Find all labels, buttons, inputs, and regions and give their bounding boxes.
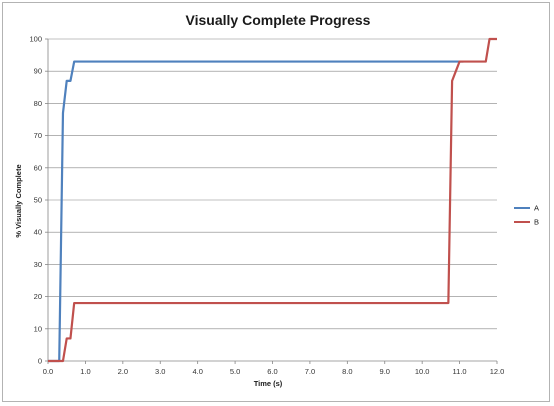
legend-label-a: A <box>534 204 539 213</box>
chart-frame <box>2 2 550 402</box>
y-tick-labels: 0 10 20 30 40 50 60 70 80 90 100 <box>29 35 42 366</box>
series-line-a <box>48 60 464 363</box>
chart-title: Visually Complete Progress <box>186 12 371 28</box>
x-tick-label: 5.0 <box>230 367 240 376</box>
x-tick-label: 12.0 <box>490 367 505 376</box>
y-tick-label: 40 <box>34 228 42 237</box>
gridlines <box>48 38 497 330</box>
y-tick-label: 100 <box>29 35 42 44</box>
x-tick-label: 9.0 <box>380 367 390 376</box>
x-tick-label: 2.0 <box>118 367 128 376</box>
y-axis-title: % Visually Complete <box>14 164 23 237</box>
x-tick-label: 3.0 <box>155 367 165 376</box>
y-tick-label: 70 <box>34 131 42 140</box>
series-line-b <box>48 37 497 363</box>
x-tick-label: 4.0 <box>192 367 202 376</box>
x-tick-label: 1.0 <box>80 367 90 376</box>
x-axis-title: Time (s) <box>254 379 283 388</box>
y-tick-label: 60 <box>34 163 42 172</box>
x-tick-labels: 0.0 1.0 2.0 3.0 4.0 5.0 6.0 7.0 8.0 9.0 10.0 11.0 12… <box>43 367 505 376</box>
y-tick-label: 50 <box>34 196 42 205</box>
legend-label-b: B <box>534 218 539 227</box>
y-tick-label: 90 <box>34 67 42 76</box>
axes <box>45 38 498 364</box>
y-tick-label: 20 <box>34 292 42 301</box>
y-tick-label: 10 <box>34 324 42 333</box>
y-tick-label: 30 <box>34 260 42 269</box>
x-tick-label: 10.0 <box>415 367 430 376</box>
x-tick-label: 7.0 <box>305 367 315 376</box>
x-tick-label: 8.0 <box>342 367 352 376</box>
x-tick-label: 6.0 <box>267 367 277 376</box>
legend: AB <box>514 204 539 227</box>
y-tick-label: 0 <box>38 357 42 366</box>
x-tick-label: 11.0 <box>453 367 467 376</box>
y-tick-label: 80 <box>34 99 42 108</box>
x-tick-label: 0.0 <box>43 367 53 376</box>
series-lines <box>48 37 497 363</box>
